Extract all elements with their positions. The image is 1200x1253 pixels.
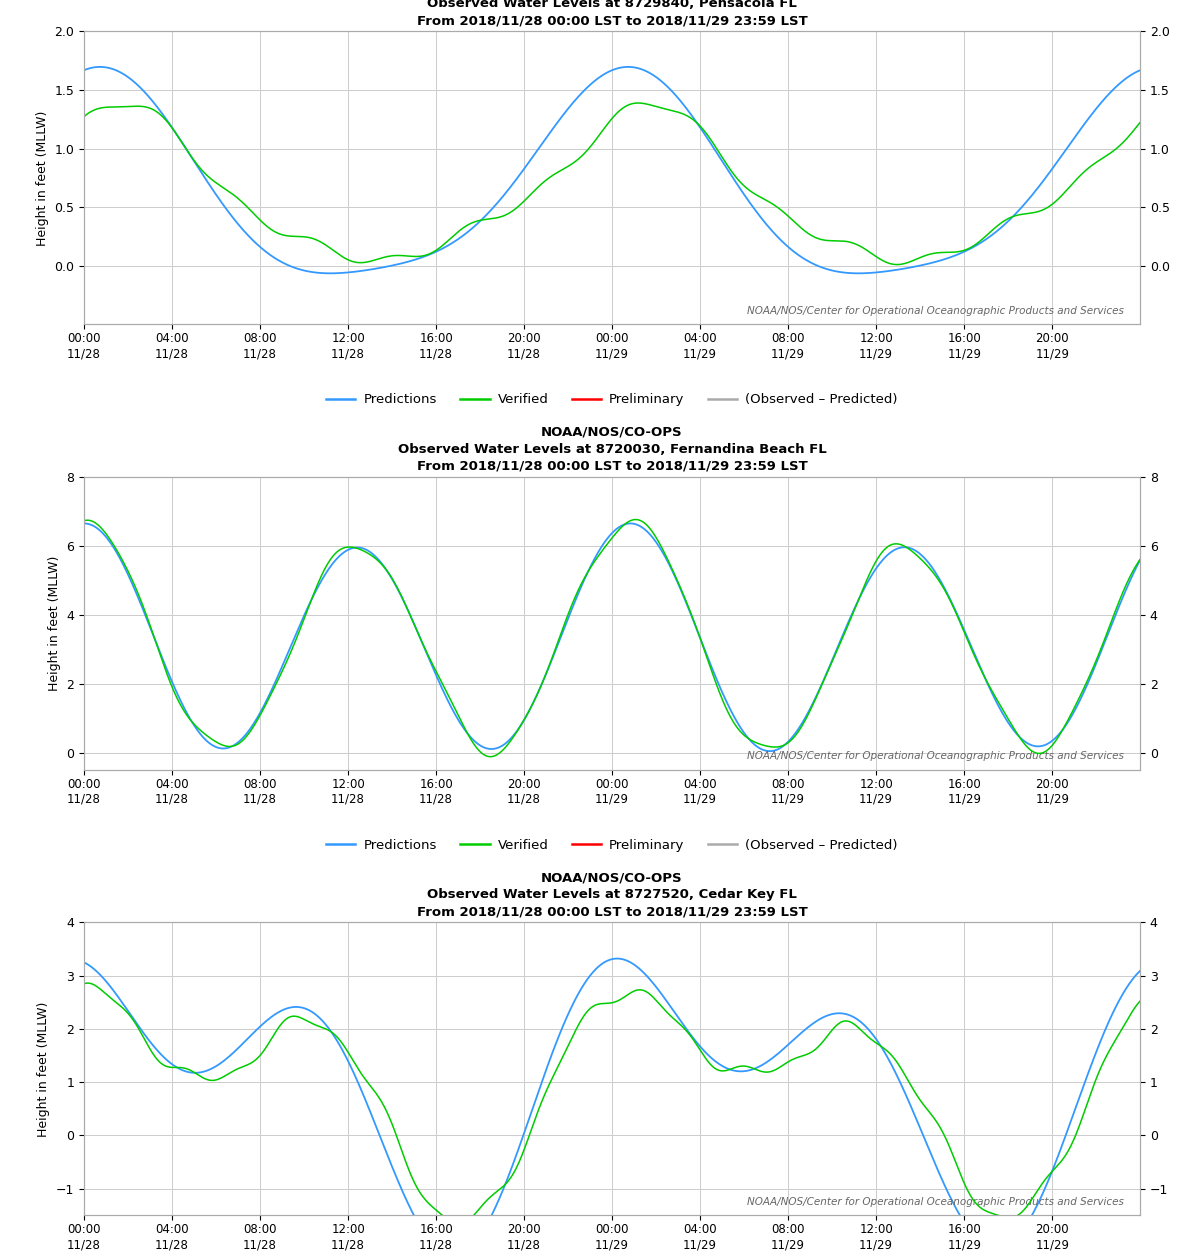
Title: NOAA/NOS/CO-OPS
Observed Water Levels at 8729840, Pensacola FL
From 2018/11/28 0: NOAA/NOS/CO-OPS Observed Water Levels at…: [416, 0, 808, 28]
Text: NOAA/NOS/Center for Operational Oceanographic Products and Services: NOAA/NOS/Center for Operational Oceanogr…: [748, 1197, 1124, 1207]
Title: NOAA/NOS/CO-OPS
Observed Water Levels at 8727520, Cedar Key FL
From 2018/11/28 0: NOAA/NOS/CO-OPS Observed Water Levels at…: [416, 871, 808, 918]
Legend: Predictions, Verified, Preliminary, (Observed – Predicted): Predictions, Verified, Preliminary, (Obs…: [322, 833, 902, 857]
Legend: Predictions, Verified, Preliminary, (Observed – Predicted): Predictions, Verified, Preliminary, (Obs…: [322, 388, 902, 411]
Text: NOAA/NOS/Center for Operational Oceanographic Products and Services: NOAA/NOS/Center for Operational Oceanogr…: [748, 306, 1124, 316]
Y-axis label: Height in feet (MLLW): Height in feet (MLLW): [36, 110, 49, 246]
Title: NOAA/NOS/CO-OPS
Observed Water Levels at 8720030, Fernandina Beach FL
From 2018/: NOAA/NOS/CO-OPS Observed Water Levels at…: [397, 426, 827, 472]
Y-axis label: Height in feet (MLLW): Height in feet (MLLW): [37, 1001, 50, 1136]
Text: NOAA/NOS/Center for Operational Oceanographic Products and Services: NOAA/NOS/Center for Operational Oceanogr…: [748, 751, 1124, 761]
Y-axis label: Height in feet (MLLW): Height in feet (MLLW): [48, 555, 61, 692]
